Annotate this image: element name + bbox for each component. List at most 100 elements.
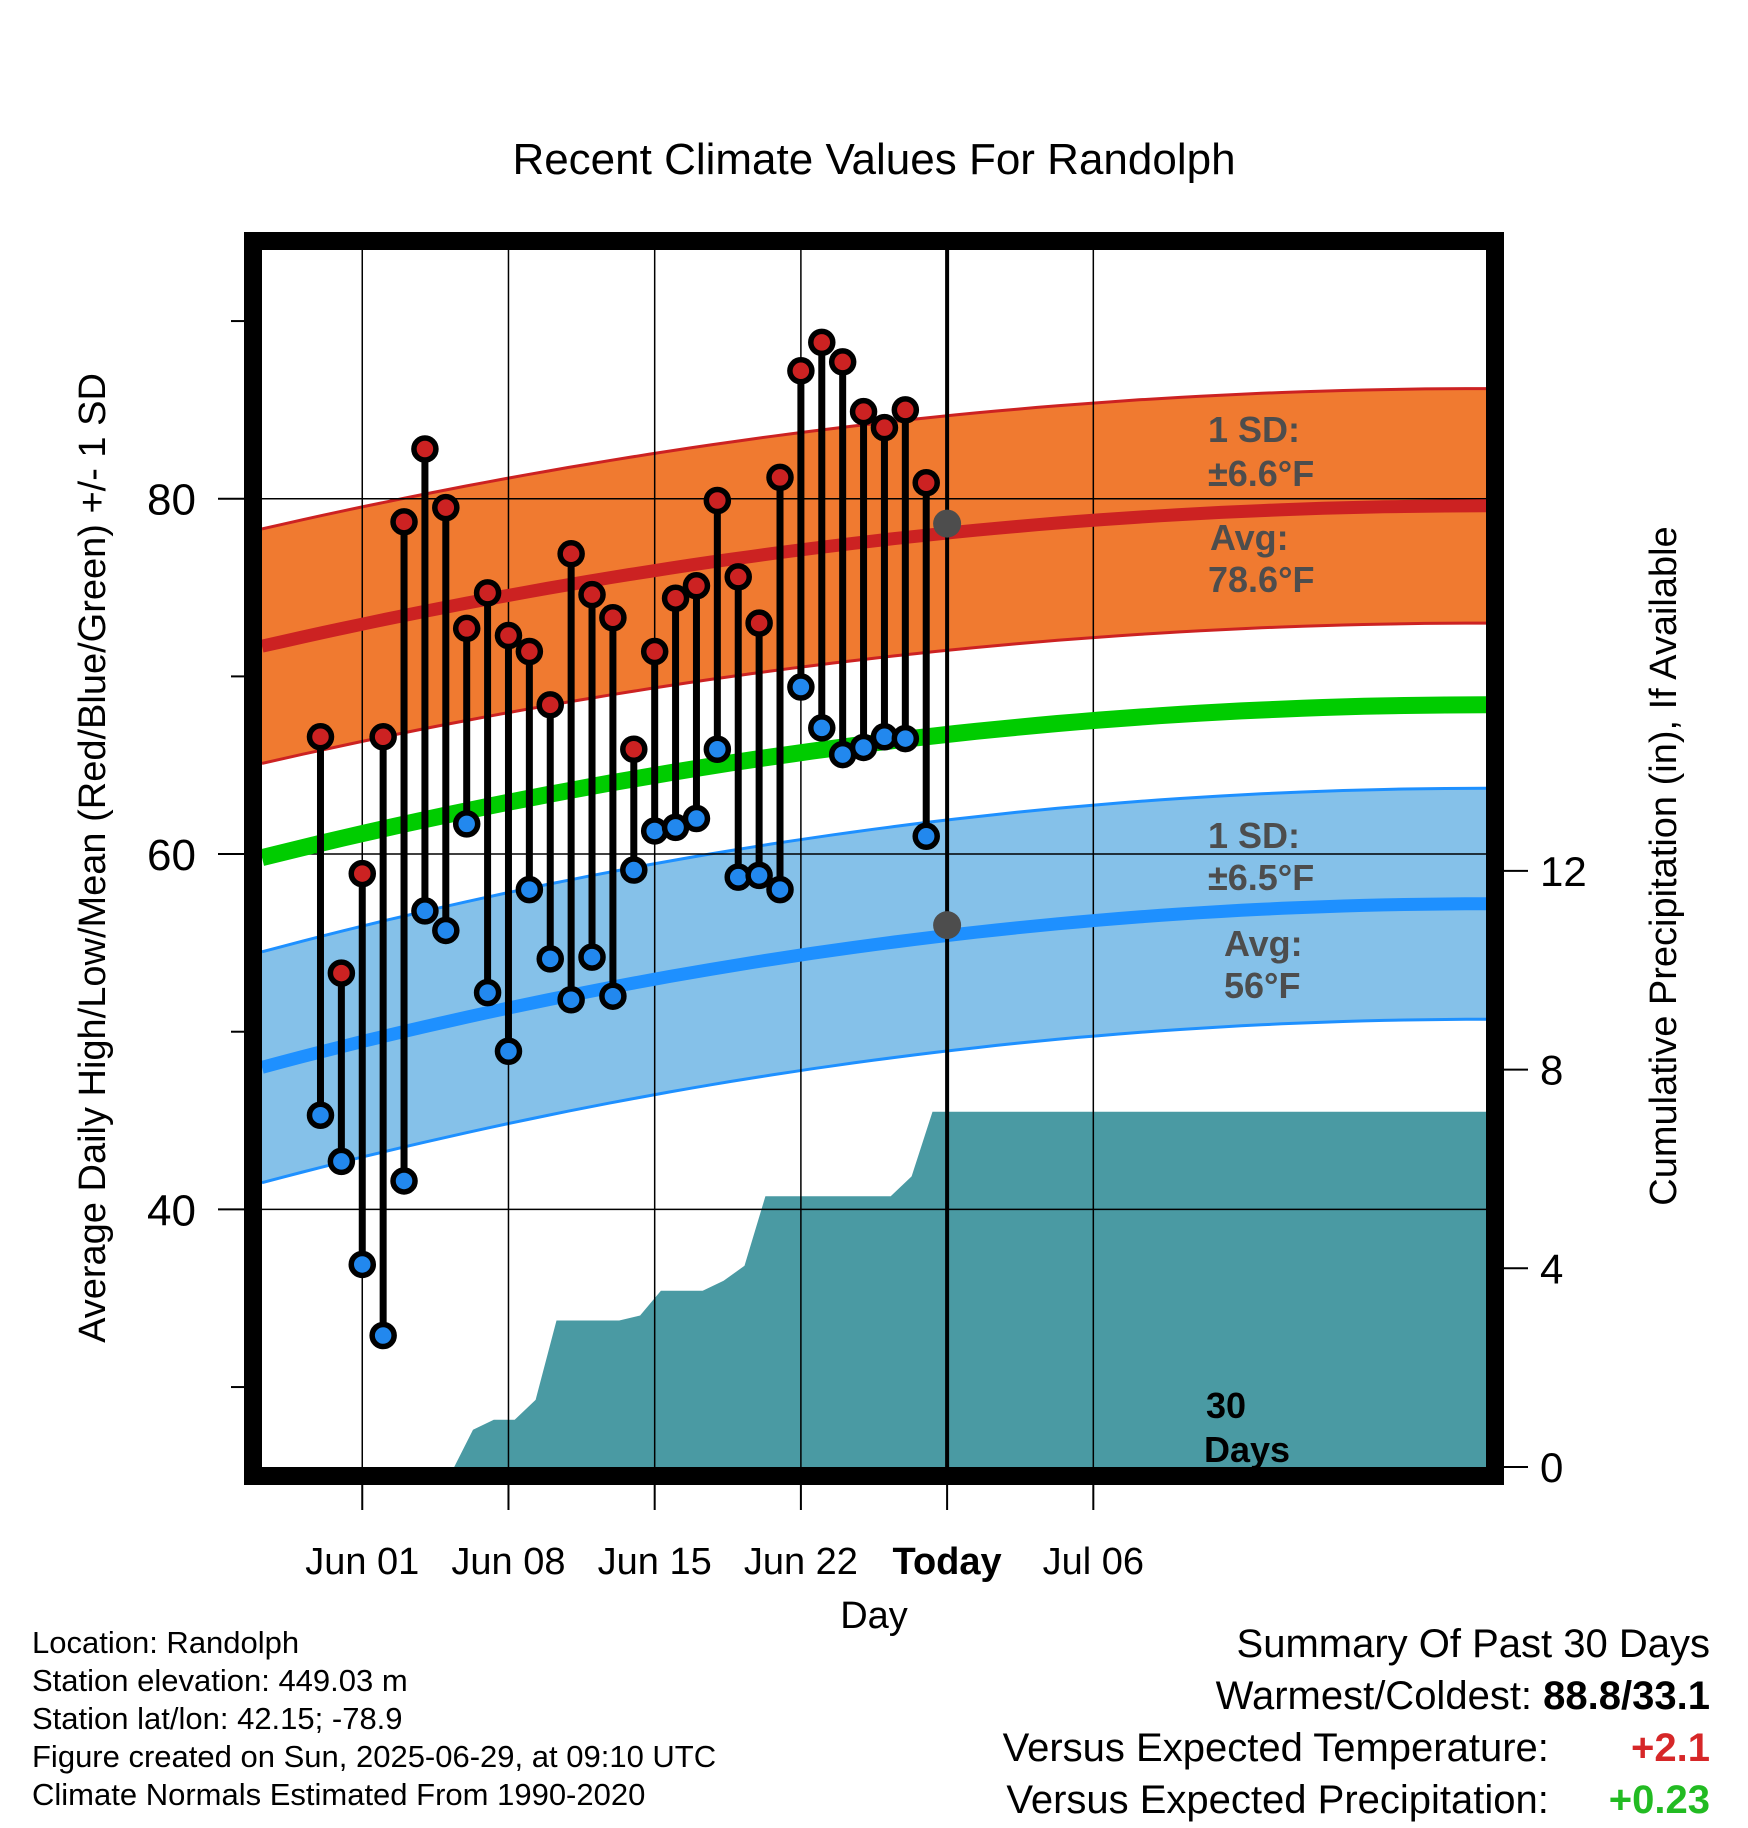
- daily-low-point: [912, 822, 940, 851]
- chart-title: Recent Climate Values For Randolph: [512, 135, 1235, 184]
- high-normal-line: [262, 499, 1486, 653]
- low-avg-label: Avg:: [1224, 923, 1303, 964]
- y2-axis-label: Cumulative Precipitation (in), If Availa…: [1643, 526, 1685, 1205]
- daily-low-point: [557, 985, 585, 1014]
- low-sd-lower-line: [262, 1017, 1486, 1185]
- daily-high-point: [306, 723, 335, 751]
- daily-low-point: [494, 1037, 523, 1066]
- daily-high-point: [536, 691, 564, 719]
- daily-low-point: [578, 943, 606, 971]
- high-avg-value: 78.6°F: [1208, 559, 1314, 600]
- daily-high-point: [828, 348, 857, 376]
- y2-tick-label: 8: [1540, 1047, 1563, 1094]
- daily-low-point: [411, 897, 439, 925]
- summary-warmest-label: Warmest/Coldest:: [1215, 1674, 1533, 1718]
- daily-high-point: [912, 468, 940, 497]
- daily-low-point: [432, 916, 460, 945]
- summary-warmest-value: 88.8/33.1: [1543, 1674, 1710, 1718]
- daily-low-point: [891, 724, 920, 753]
- daily-low-point: [473, 978, 502, 1007]
- summary-precip-row: Versus Expected Precipitation: +0.23: [1003, 1774, 1710, 1826]
- daily-low-point: [390, 1167, 418, 1195]
- daily-high-point: [494, 621, 523, 650]
- high-avg-label: Avg:: [1210, 517, 1289, 558]
- daily-high-point: [891, 396, 920, 424]
- precipitation-area: [262, 1111, 1486, 1467]
- y-tick-label: 40: [147, 1186, 196, 1235]
- daily-high-point: [578, 580, 606, 609]
- daily-low-point: [515, 875, 544, 904]
- daily-high-point: [682, 572, 711, 600]
- daily-low-point: [787, 673, 815, 701]
- high-sd-value: ±6.6°F: [1208, 453, 1314, 494]
- plot-frame: [244, 232, 1504, 1485]
- daily-high-point: [515, 637, 544, 666]
- daily-high-point: [766, 463, 794, 492]
- daily-high-point: [870, 413, 899, 442]
- info-location: Location: Randolph: [32, 1625, 300, 1660]
- daily-low-point: [348, 1250, 377, 1279]
- daily-low-point: [703, 735, 732, 763]
- x-tick-label: Jul 06: [1043, 1541, 1144, 1583]
- today-high-avg-marker: [933, 509, 962, 538]
- daily-high-point: [348, 859, 377, 888]
- info-created: Figure created on Sun, 2025-06-29, at 09…: [32, 1739, 717, 1774]
- info-elevation: Station elevation: 449.03 m: [32, 1663, 408, 1698]
- summary-title: Summary Of Past 30 Days: [1236, 1622, 1710, 1666]
- y2-tick-label: 4: [1540, 1245, 1563, 1292]
- daily-high-point: [432, 493, 460, 522]
- daily-high-point: [703, 486, 732, 515]
- summary-precip-label: Versus Expected Precipitation:: [1006, 1778, 1549, 1822]
- daily-high-point: [557, 540, 585, 568]
- daily-high-point: [452, 614, 481, 643]
- info-latlon: Station lat/lon: 42.15; -78.9: [32, 1701, 403, 1736]
- x-tick-label: Jun 15: [598, 1541, 712, 1583]
- y2-tick-label: 12: [1540, 848, 1587, 895]
- low-sd-value: ±6.5°F: [1208, 857, 1314, 898]
- low-avg-value: 56°F: [1224, 965, 1300, 1006]
- high-sd-label: 1 SD:: [1208, 409, 1300, 450]
- daily-low-point: [849, 733, 878, 762]
- daily-high-point: [640, 637, 669, 666]
- x-tick-label: Jun 22: [744, 1541, 858, 1583]
- daily-low-point: [766, 875, 794, 904]
- daily-low-point: [536, 945, 564, 973]
- x-tick-label: Jun 08: [451, 1541, 565, 1583]
- low-sd-upper-line: [262, 786, 1486, 954]
- y-tick-label: 80: [147, 476, 196, 525]
- daily-low-point: [327, 1147, 356, 1176]
- daily-high-point: [849, 397, 878, 426]
- daily-low-point: [808, 714, 836, 742]
- days-count-label: 30: [1206, 1385, 1246, 1426]
- x-tick-label: Today: [893, 1541, 1002, 1583]
- x-tick-label: Jun 01: [305, 1541, 419, 1583]
- y2-tick-label: 0: [1540, 1444, 1563, 1491]
- today-low-avg-marker: [933, 911, 962, 940]
- daily-high-point: [661, 584, 690, 612]
- daily-high-point: [599, 604, 627, 632]
- low-normal-line: [262, 897, 1486, 1074]
- y-axis-label: Average Daily High/Low/Mean (Red/Blue/Gr…: [72, 373, 114, 1343]
- daily-high-point: [369, 723, 397, 751]
- daily-high-point: [808, 328, 836, 357]
- daily-high-point: [473, 579, 502, 607]
- daily-low-point: [599, 982, 627, 1010]
- daily-high-point: [327, 959, 356, 987]
- station-info: Location: Randolph Station elevation: 44…: [32, 1624, 716, 1814]
- summary-temp-value: +2.1: [1631, 1726, 1710, 1770]
- daily-low-point: [452, 810, 481, 838]
- daily-high-point: [411, 435, 439, 463]
- daily-high-point: [620, 735, 648, 763]
- daily-low-point: [369, 1321, 397, 1350]
- summary-temp-label: Versus Expected Temperature:: [1002, 1726, 1549, 1770]
- daily-high-point: [787, 357, 815, 385]
- daily-high-point: [745, 609, 773, 637]
- summary-warmest-row: Warmest/Coldest: 88.8/33.1: [1003, 1670, 1710, 1722]
- y-tick-label: 60: [147, 831, 196, 880]
- low-sd-label: 1 SD:: [1208, 815, 1300, 856]
- summary-panel: Summary Of Past 30 Days Warmest/Coldest:…: [1003, 1618, 1710, 1826]
- daily-high-point: [390, 508, 418, 536]
- summary-temp-row: Versus Expected Temperature: +2.1: [1003, 1722, 1710, 1774]
- daily-low-point: [620, 856, 648, 884]
- summary-precip-value: +0.23: [1608, 1778, 1710, 1822]
